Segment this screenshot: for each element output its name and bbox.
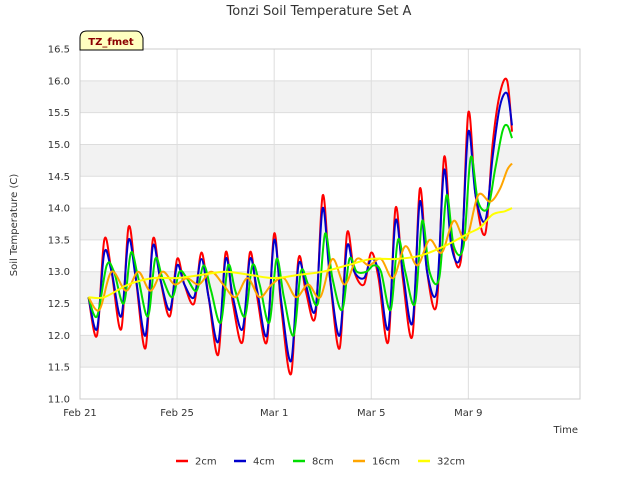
x-tick-label: Mar 1 [260, 408, 288, 419]
y-tick-label: 12.0 [48, 331, 70, 342]
legend-item-8cm: 8cm [293, 457, 334, 468]
x-axis-ticks: Feb 21 Feb 25 Mar 1 Mar 5 Mar 9 [63, 408, 482, 419]
legend-label: 2cm [195, 457, 217, 468]
plot-band [80, 80, 580, 113]
y-tick-label: 12.5 [48, 299, 70, 310]
legend-item-16cm: 16cm [353, 457, 400, 468]
y-tick-label: 11.0 [48, 395, 70, 406]
plot-band [80, 303, 580, 336]
plot-band [80, 144, 580, 177]
y-tick-label: 14.5 [48, 172, 70, 183]
y-axis-title: Soil Temperature (C) [9, 174, 20, 277]
series-line-4cm [87, 91, 513, 363]
x-tick-label: Feb 21 [63, 408, 97, 419]
y-tick-label: 16.0 [48, 76, 70, 87]
legend-label: 16cm [372, 457, 400, 468]
y-tick-label: 11.5 [48, 363, 70, 374]
x-axis-title: Time [553, 425, 578, 436]
plot-band [80, 49, 580, 81]
y-tick-label: 13.5 [48, 235, 70, 246]
y-tick-label: 15.5 [48, 108, 70, 119]
legend-item-32cm: 32cm [418, 457, 465, 468]
plot-border [79, 48, 581, 400]
y-axis-ticks: 11.0 11.5 12.0 12.5 13.0 13.5 14.0 14.5 15.0 15.5… [48, 45, 70, 406]
legend: 2cm 4cm 8cm 16cm 32cm [176, 457, 465, 468]
badge-label: TZ_fmet [88, 37, 134, 48]
legend-label: 4cm [253, 457, 275, 468]
legend-item-4cm: 4cm [234, 457, 275, 468]
badge-shape [79, 30, 144, 51]
plot-band [80, 367, 580, 399]
y-tick-label: 16.5 [48, 45, 70, 56]
x-tick-label: Feb 25 [160, 408, 194, 419]
series-lines [87, 77, 513, 376]
plot-background [80, 49, 580, 399]
legend-label: 32cm [437, 457, 465, 468]
plot-band [80, 335, 580, 368]
legend-item-2cm: 2cm [176, 457, 217, 468]
y-tick-label: 13.0 [48, 267, 70, 278]
plot-band [80, 208, 580, 240]
y-tick-label: 15.0 [48, 140, 70, 151]
y-tick-label: 14.0 [48, 204, 70, 215]
plot-band [80, 176, 580, 209]
x-tick-label: Mar 5 [357, 408, 385, 419]
chart-title: Tonzi Soil Temperature Set A [226, 4, 412, 19]
legend-label: 8cm [312, 457, 334, 468]
x-tick-label: Mar 9 [454, 408, 482, 419]
badge: TZ_fmet [79, 30, 144, 51]
series-line-16cm [87, 162, 513, 312]
series-line-32cm [88, 207, 513, 300]
plot-band [80, 112, 580, 145]
